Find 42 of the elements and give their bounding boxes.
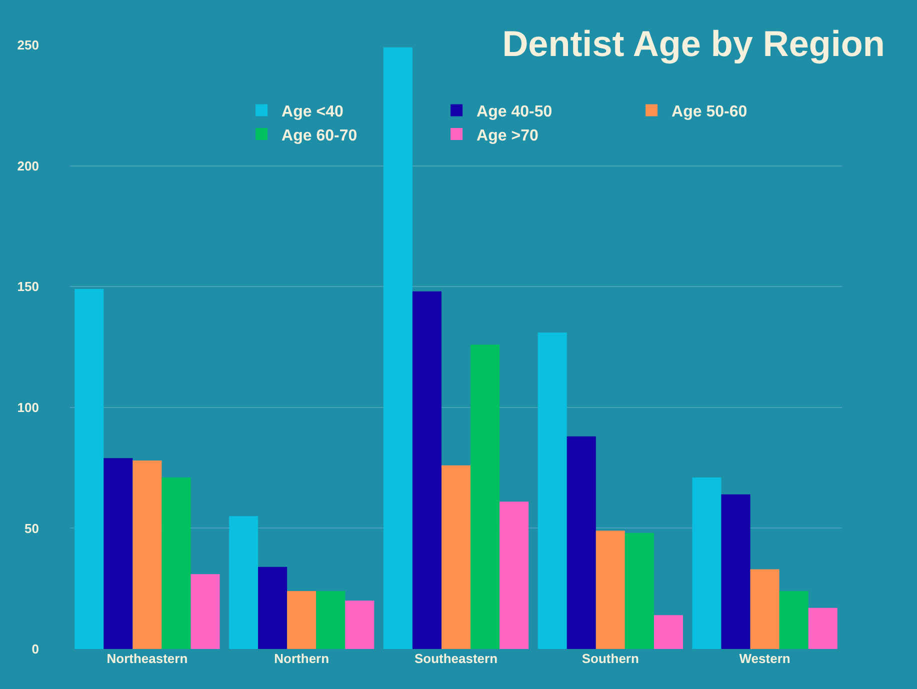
legend-label: Age >70 bbox=[476, 127, 538, 144]
bar bbox=[538, 332, 567, 649]
bar bbox=[596, 530, 625, 649]
bar bbox=[692, 477, 722, 649]
bar bbox=[132, 460, 162, 649]
bar bbox=[808, 608, 838, 649]
bar bbox=[258, 566, 288, 649]
legend-label: Age 50-60 bbox=[672, 103, 748, 120]
bar bbox=[412, 291, 442, 649]
bar bbox=[287, 591, 316, 649]
bar bbox=[383, 47, 412, 649]
x-tick-label: Northeastern bbox=[106, 651, 188, 666]
legend-label: Age 40-50 bbox=[476, 103, 552, 120]
bar bbox=[190, 574, 220, 649]
bar bbox=[779, 591, 808, 649]
x-tick-label: Southern bbox=[582, 651, 639, 666]
y-tick-label: 150 bbox=[17, 279, 39, 294]
x-tick-label: Southeastern bbox=[414, 651, 498, 666]
bar bbox=[229, 516, 258, 649]
legend-label: Age <40 bbox=[282, 103, 344, 120]
bar bbox=[721, 494, 750, 649]
y-tick-label: 100 bbox=[17, 400, 39, 415]
bar bbox=[74, 289, 104, 649]
y-tick-label: 200 bbox=[17, 158, 39, 174]
y-tick-label: 50 bbox=[24, 520, 39, 536]
y-tick-label: 0 bbox=[32, 642, 39, 657]
bar bbox=[566, 436, 596, 649]
bar bbox=[162, 477, 191, 649]
bar bbox=[470, 344, 500, 649]
bar bbox=[750, 569, 780, 649]
bar bbox=[104, 458, 133, 649]
x-tick-label: Western bbox=[739, 651, 790, 666]
bar bbox=[500, 502, 529, 649]
bar bbox=[345, 600, 374, 649]
bar bbox=[441, 465, 471, 649]
y-tick-label: 250 bbox=[17, 38, 39, 53]
bar bbox=[624, 533, 654, 649]
chart-title: Dentist Age by Region bbox=[502, 23, 885, 64]
bar bbox=[654, 615, 683, 649]
legend-label: Age 60-70 bbox=[282, 127, 358, 144]
bar bbox=[316, 591, 346, 649]
x-tick-label: Northern bbox=[274, 651, 330, 666]
